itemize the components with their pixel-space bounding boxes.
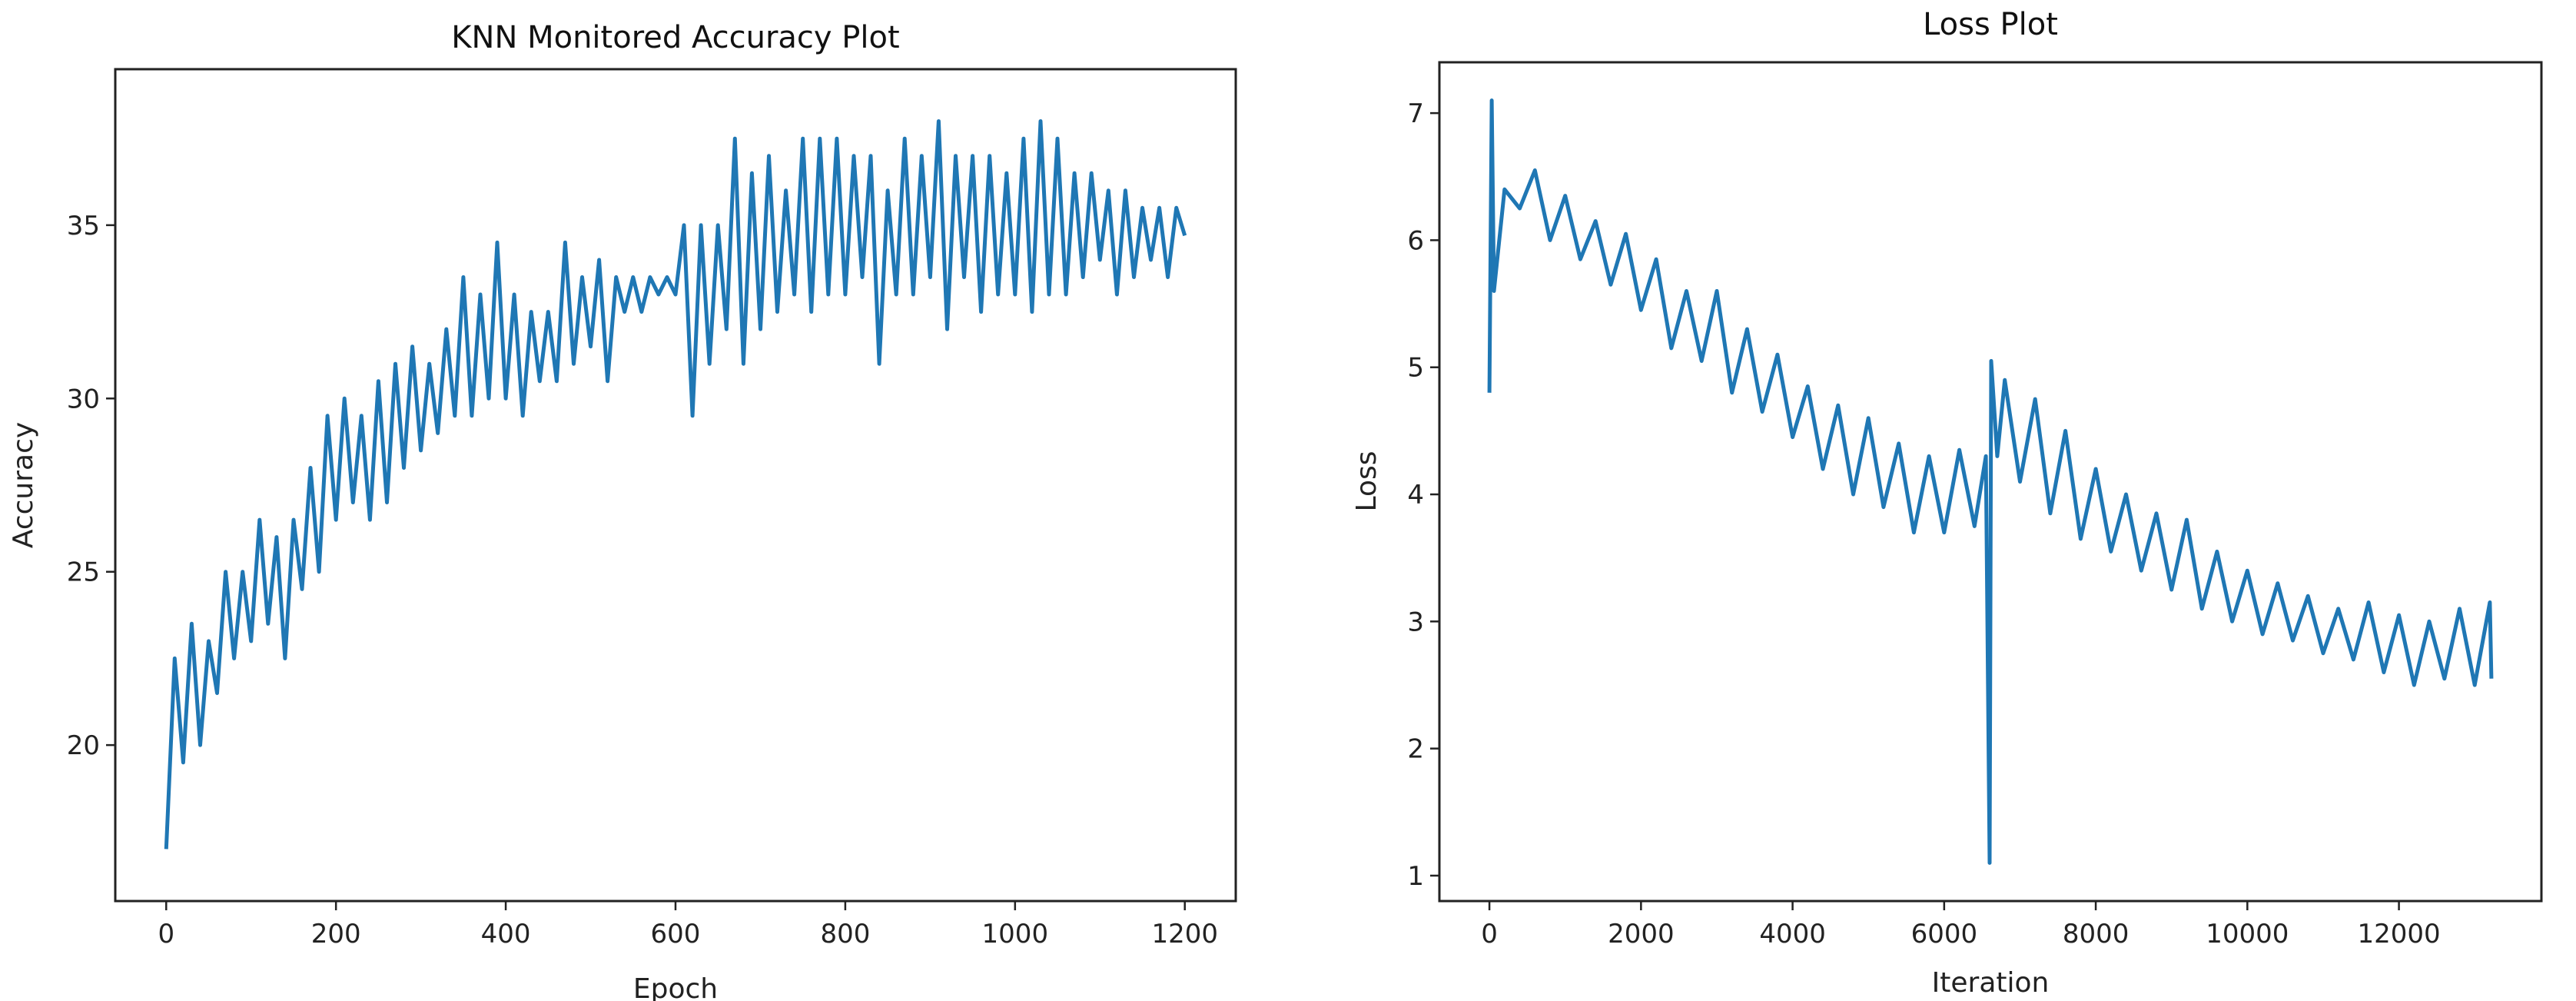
axes-frame <box>1438 61 2543 903</box>
x-tick-label: 0 <box>1481 919 1498 949</box>
y-tick-label: 5 <box>1407 353 1424 384</box>
x-tick-label: 800 <box>820 919 870 949</box>
x-tick-label: 4000 <box>1759 919 1826 949</box>
x-tick-label: 600 <box>651 919 701 949</box>
data-series-line <box>164 119 1187 850</box>
loss-plot: Loss Plot Iteration Loss 0 2000 4000 6000 80… <box>1351 7 2543 999</box>
x-axis-label: Epoch <box>633 973 718 1001</box>
x-tick-label: 12000 <box>2358 919 2441 949</box>
chart-title: Loss Plot <box>1923 7 2058 42</box>
y-tick-label: 3 <box>1407 607 1424 637</box>
y-axis-label: Loss <box>1351 451 1383 512</box>
x-tick-label: 400 <box>481 919 531 949</box>
y-tick-label: 30 <box>67 384 100 414</box>
y-tick-label: 20 <box>67 730 100 761</box>
y-tick-label: 7 <box>1407 98 1424 129</box>
y-tick-label: 2 <box>1407 734 1424 765</box>
data-series-line <box>1487 98 2494 865</box>
y-axis-label: Accuracy <box>8 422 39 548</box>
y-tick-label: 1 <box>1407 861 1424 892</box>
axes-frame <box>114 68 1237 903</box>
x-axis-label: Iteration <box>1932 967 2050 999</box>
accuracy-plot: KNN Monitored Accuracy Plot Epoch Accura… <box>8 20 1237 1001</box>
x-tick-label: 200 <box>311 919 361 949</box>
x-tick-label: 1200 <box>1151 919 1218 949</box>
y-tick-label: 6 <box>1407 225 1424 256</box>
chart-title: KNN Monitored Accuracy Plot <box>451 20 899 55</box>
x-tick-label: 10000 <box>2206 919 2289 949</box>
y-tick-label: 25 <box>67 557 100 588</box>
x-tick-label: 1000 <box>982 919 1049 949</box>
y-tick-label: 4 <box>1407 480 1424 510</box>
x-tick-label: 8000 <box>2063 919 2130 949</box>
x-tick-label: 2000 <box>1608 919 1675 949</box>
x-tick-label: 6000 <box>1911 919 1978 949</box>
y-tick-label: 35 <box>67 211 100 241</box>
x-tick-label: 0 <box>158 919 174 949</box>
